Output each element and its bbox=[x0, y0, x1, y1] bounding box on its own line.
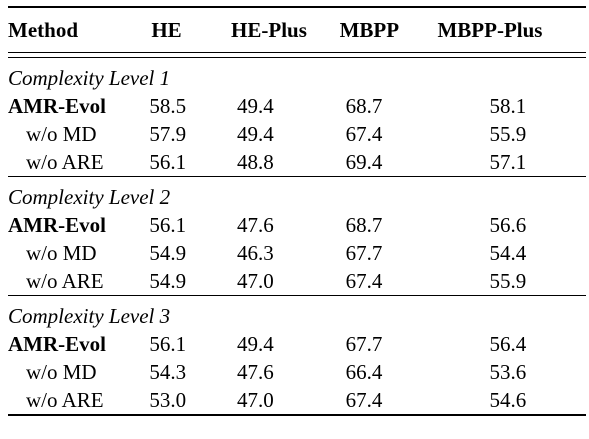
mbpp-cell: 67.4 bbox=[335, 386, 438, 416]
table-row: w/o ARE 54.9 47.0 67.4 55.9 bbox=[8, 267, 586, 296]
he-plus-cell: 49.4 bbox=[237, 332, 274, 356]
he-cell: 56.1 bbox=[149, 150, 187, 174]
group-label: Complexity Level 1 bbox=[8, 66, 171, 90]
method-cell: w/o MD bbox=[26, 360, 97, 384]
group-label-row: Complexity Level 3 bbox=[8, 295, 586, 330]
method-cell: w/o MD bbox=[26, 122, 97, 146]
he-cell: 56.1 bbox=[149, 332, 187, 356]
header-mbpp: MBPP bbox=[339, 18, 400, 42]
he-cell: 53.0 bbox=[145, 386, 208, 416]
mbpp-cell: 68.7 bbox=[345, 94, 383, 118]
table-row: AMR-Evol 56.1 49.4 67.7 56.4 bbox=[8, 330, 586, 358]
mbpp-plus-cell: 57.1 bbox=[489, 150, 527, 174]
header-he-plus: HE-Plus bbox=[231, 18, 307, 42]
mbpp-cell: 67.7 bbox=[345, 332, 383, 356]
he-cell: 57.9 bbox=[149, 122, 187, 146]
mbpp-cell: 67.4 bbox=[345, 269, 383, 293]
table-row: w/o ARE 56.1 48.8 69.4 57.1 bbox=[8, 148, 586, 177]
he-plus-cell: 47.6 bbox=[237, 360, 274, 384]
he-plus-cell: 46.3 bbox=[237, 241, 274, 265]
method-cell: AMR-Evol bbox=[8, 213, 106, 237]
method-cell: w/o ARE bbox=[26, 269, 104, 293]
mbpp-plus-cell: 55.9 bbox=[489, 122, 527, 146]
method-cell: w/o ARE bbox=[26, 150, 104, 174]
method-cell: w/o MD bbox=[26, 241, 97, 265]
method-cell: w/o ARE bbox=[8, 386, 146, 416]
mbpp-plus-cell: 53.6 bbox=[489, 360, 527, 384]
table-row: AMR-Evol 56.1 47.6 68.7 56.6 bbox=[8, 211, 586, 239]
results-table: Method HE HE-Plus MBPP MBPP-Plus Complex… bbox=[8, 6, 586, 416]
he-plus-cell: 49.4 bbox=[237, 94, 274, 118]
he-plus-cell: 47.6 bbox=[237, 213, 274, 237]
table-row: AMR-Evol 58.5 49.4 68.7 58.1 bbox=[8, 92, 586, 120]
he-cell: 56.1 bbox=[149, 213, 187, 237]
table-row: w/o MD 57.9 49.4 67.4 55.9 bbox=[8, 120, 586, 148]
group-label-row: Complexity Level 2 bbox=[8, 176, 586, 211]
header-row: Method HE HE-Plus MBPP MBPP-Plus bbox=[8, 7, 586, 53]
he-cell: 54.9 bbox=[149, 241, 187, 265]
he-plus-cell: 49.4 bbox=[237, 122, 274, 146]
header-mbpp-plus: MBPP-Plus bbox=[437, 18, 543, 42]
he-plus-cell: 47.0 bbox=[207, 386, 336, 416]
he-cell: 58.5 bbox=[149, 94, 187, 118]
mbpp-cell: 66.4 bbox=[345, 360, 383, 384]
group-label-row: Complexity Level 1 bbox=[8, 58, 586, 93]
header-he: HE bbox=[151, 18, 182, 42]
he-plus-cell: 47.0 bbox=[237, 269, 274, 293]
mbpp-plus-cell: 54.4 bbox=[489, 241, 527, 265]
mbpp-cell: 69.4 bbox=[345, 150, 383, 174]
mbpp-plus-cell: 56.4 bbox=[489, 332, 527, 356]
mbpp-cell: 67.4 bbox=[345, 122, 383, 146]
double-rule-spacer bbox=[8, 52, 586, 58]
he-cell: 54.9 bbox=[149, 269, 187, 293]
he-plus-cell: 48.8 bbox=[237, 150, 274, 174]
mbpp-cell: 67.7 bbox=[345, 241, 383, 265]
group-label: Complexity Level 2 bbox=[8, 176, 586, 211]
table-row: w/o MD 54.3 47.6 66.4 53.6 bbox=[8, 358, 586, 386]
method-cell: AMR-Evol bbox=[8, 94, 106, 118]
mbpp-cell: 68.7 bbox=[345, 213, 383, 237]
mbpp-plus-cell: 56.6 bbox=[489, 213, 527, 237]
table-row: w/o MD 54.9 46.3 67.7 54.4 bbox=[8, 239, 586, 267]
mbpp-plus-cell: 54.6 bbox=[437, 386, 586, 416]
mbpp-plus-cell: 55.9 bbox=[489, 269, 527, 293]
mbpp-plus-cell: 58.1 bbox=[489, 94, 527, 118]
group-label: Complexity Level 3 bbox=[8, 295, 586, 330]
method-cell: AMR-Evol bbox=[8, 332, 106, 356]
table-row: w/o ARE 53.0 47.0 67.4 54.6 bbox=[8, 386, 586, 416]
he-cell: 54.3 bbox=[149, 360, 187, 384]
header-method: Method bbox=[8, 18, 78, 42]
